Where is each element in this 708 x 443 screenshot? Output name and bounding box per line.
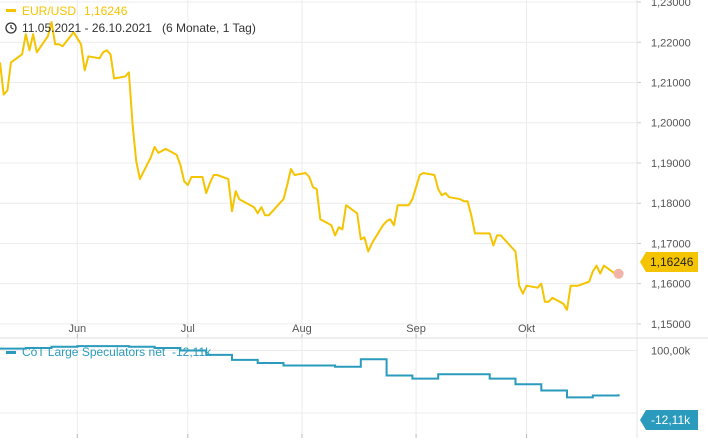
- cot-grid: [0, 350, 637, 414]
- date-range: 11.05.2021 - 26.10.2021: [22, 21, 152, 35]
- price-last-value: 1,16246: [84, 4, 128, 18]
- x-tick-label: Jul: [181, 323, 195, 335]
- period-info: (6 Monate, 1 Tag): [162, 21, 256, 35]
- cot-last-tag: -12,11k: [640, 410, 698, 430]
- price-legend-swatch: [6, 9, 16, 12]
- price-y-axis: 1,15000 1,16000 1,17000 1,18000 1,19000 1,200…: [637, 0, 691, 331]
- cot-last-tag-bg: [640, 410, 698, 430]
- cot-label: CoT Large Speculators net: [22, 345, 166, 359]
- price-tick-label: 1,16000: [651, 279, 691, 291]
- price-tick-label: 1,17000: [651, 238, 691, 250]
- clock-icon: [5, 22, 17, 34]
- cot-y-axis: 100,00k: [651, 346, 691, 358]
- x-tick-label: Aug: [292, 323, 312, 335]
- price-legend[interactable]: EUR/USD 1,16246: [6, 4, 128, 18]
- date-range-row: 11.05.2021 - 26.10.2021 (6 Monate, 1 Tag…: [5, 21, 256, 35]
- cot-last-value: -12,11k: [172, 345, 212, 359]
- cot-legend[interactable]: CoT Large Speculators net -12,11k: [6, 345, 212, 359]
- price-series-line[interactable]: [0, 21, 619, 311]
- x-axis: Jun Jul Aug Sep Okt: [68, 323, 535, 438]
- price-last-tag-text: 1,16246: [650, 255, 694, 269]
- price-tick-label: 1,19000: [651, 158, 691, 170]
- cot-series[interactable]: [0, 345, 620, 399]
- x-tick-label: Sep: [406, 323, 426, 335]
- price-tick-label: 1,22000: [651, 37, 691, 49]
- cot-series-line[interactable]: [0, 345, 620, 399]
- price-last-tag-bg: [640, 252, 698, 272]
- price-symbol: EUR/USD: [22, 4, 76, 18]
- x-tick-label: Jun: [68, 323, 86, 335]
- x-tick-label: Okt: [518, 323, 535, 335]
- cot-legend-swatch: [6, 351, 16, 354]
- price-tick-label: 1,23000: [651, 0, 691, 9]
- price-tick-label: 1,21000: [651, 77, 691, 89]
- price-series[interactable]: [0, 21, 624, 311]
- price-tick-label: 1,15000: [651, 319, 691, 331]
- cot-last-tag-text: -12,11k: [651, 413, 691, 427]
- price-tick-label: 1,18000: [651, 198, 691, 210]
- price-last-tag: 1,16246: [640, 252, 698, 272]
- price-last-point: [613, 268, 624, 279]
- cot-tick-label: 100,00k: [651, 346, 691, 358]
- price-grid: [0, 0, 637, 438]
- price-tick-label: 1,20000: [651, 118, 691, 130]
